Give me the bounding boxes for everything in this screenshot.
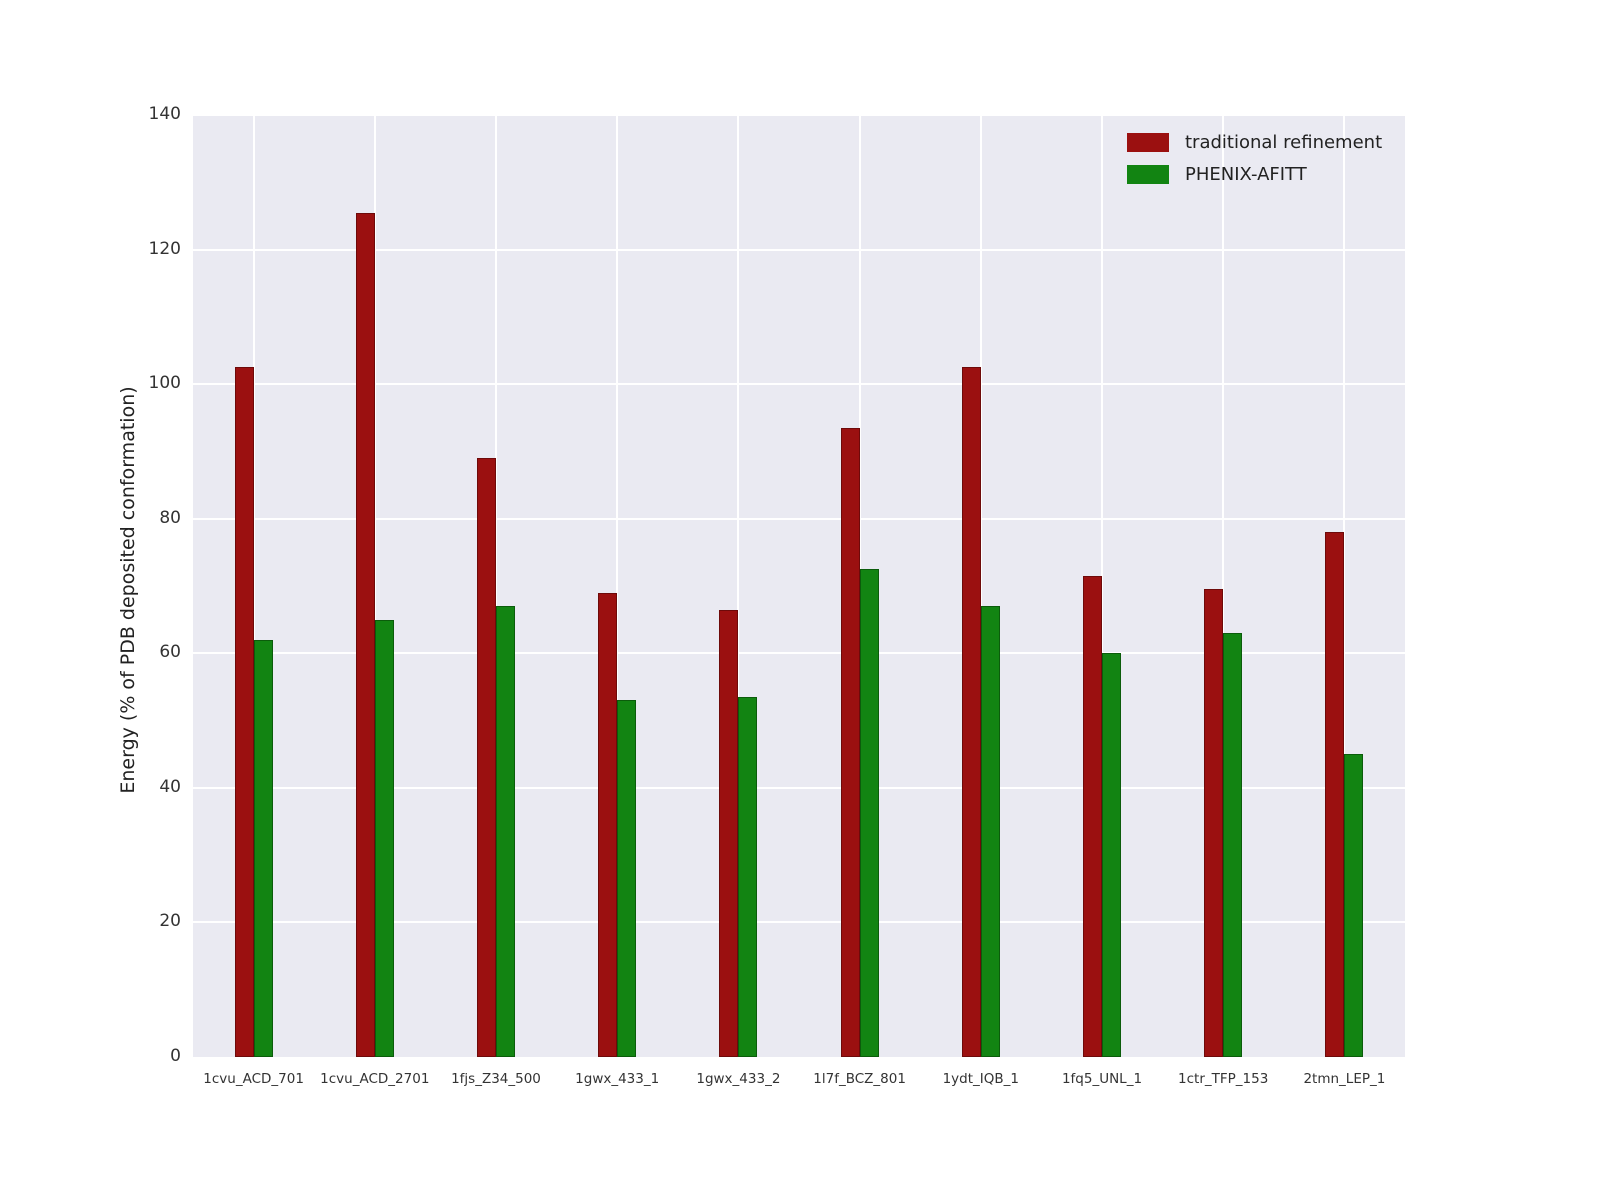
gridline-horizontal [193,517,1405,520]
gridline-horizontal [193,921,1405,924]
gridline-vertical [1343,115,1346,1057]
bar-green-1ctr_TFP_153 [1223,633,1243,1057]
bar-green-2tmn_LEP_1 [1344,754,1364,1057]
gridline-vertical [616,115,619,1057]
gridline-vertical [979,115,982,1057]
gridline-vertical [495,115,497,1057]
gridline-horizontal [193,786,1405,789]
legend-item-traditional-refinement: traditional refinement [1127,132,1382,153]
legend-swatch-red [1127,133,1169,152]
bar-green-1fjs_Z34_500 [496,606,515,1057]
bar-red-1fjs_Z34_500 [477,458,496,1057]
x-tick-label: 1fjs_Z34_500 [451,1071,541,1087]
x-tick-label: 1cvu_ACD_2701 [320,1071,430,1087]
legend-label: PHENIX-AFITT [1185,164,1307,185]
legend-item-phenix-afitt: PHENIX-AFITT [1127,164,1382,185]
bar-green-1gwx_433_2 [738,697,758,1057]
plot-area [193,114,1405,1057]
bar-red-2tmn_LEP_1 [1325,532,1345,1057]
gridline-vertical [373,115,376,1057]
y-tick-label: 40 [159,776,181,797]
bar-red-1ctr_TFP_153 [1204,589,1224,1057]
x-tick-label: 1ydt_IQB_1 [942,1071,1019,1087]
gridline-vertical [737,115,740,1057]
y-tick-label: 120 [148,238,181,259]
x-tick-label: 1cvu_ACD_701 [203,1071,304,1087]
bar-green-1cvu_ACD_701 [253,639,273,1057]
y-tick-label: 140 [148,104,181,124]
bar-red-1cvu_ACD_2701 [355,212,375,1057]
gridline-horizontal [193,652,1405,655]
bar-red-1l7f_BCZ_801 [840,427,860,1057]
x-tick-label: 1fq5_UNL_1 [1061,1071,1143,1087]
x-tick-label: 1l7f_BCZ_801 [813,1071,906,1087]
bar-green-1cvu_ACD_2701 [374,619,394,1057]
x-tick-label: 1gwx_433_2 [696,1071,781,1087]
gridline-vertical [1222,115,1225,1057]
legend-swatch-green [1127,165,1169,184]
gridline-vertical [252,115,255,1057]
y-tick-label: 100 [148,373,181,394]
bar-green-1fq5_UNL_1 [1102,653,1121,1057]
bar-green-1l7f_BCZ_801 [859,569,879,1057]
legend: traditional refinement PHENIX-AFITT [1127,132,1382,185]
bar-green-1gwx_433_1 [617,700,637,1057]
bar-red-1fq5_UNL_1 [1083,575,1102,1057]
bar-red-1ydt_IQB_1 [961,367,981,1057]
y-tick-label: 0 [170,1046,181,1066]
y-tick-label: 80 [159,507,181,528]
bar-green-1ydt_IQB_1 [980,606,1000,1057]
gridline-horizontal [193,114,1405,116]
gridline-horizontal [193,383,1405,386]
x-tick-label: 2tmn_LEP_1 [1303,1071,1386,1087]
bar-red-1gwx_433_1 [598,592,618,1057]
y-tick-label: 60 [159,642,181,663]
y-tick-label: 20 [159,911,181,932]
x-tick-label: 1gwx_433_1 [575,1071,660,1087]
gridline-horizontal [193,248,1405,251]
x-tick-label: 1ctr_TFP_153 [1178,1071,1269,1087]
bar-red-1gwx_433_2 [719,609,739,1057]
legend-label: traditional refinement [1185,132,1383,153]
bar-red-1cvu_ACD_701 [234,367,254,1057]
gridline-vertical [1101,115,1103,1057]
y-axis-label: Energy (% of PDB deposited conformation) [117,386,139,794]
